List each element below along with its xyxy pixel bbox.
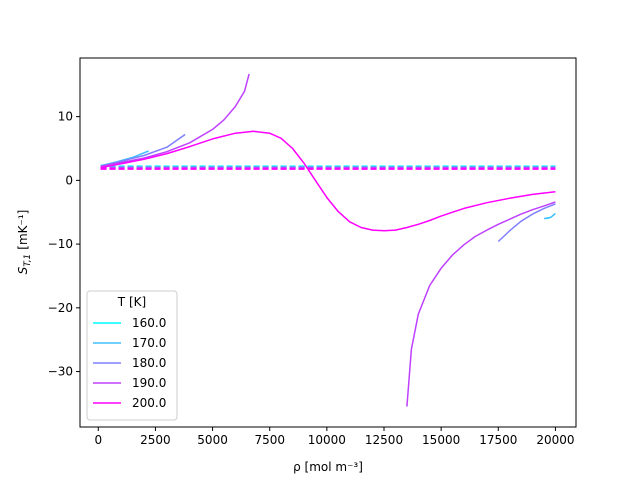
plot-frame [79,57,577,428]
legend-entry-200.0: 200.0 [93,396,166,410]
y-tick-label: 10 [58,110,73,124]
x-tick-label: 20000 [536,433,574,447]
solid-line-180.0-1 [100,133,186,168]
x-tick-label: 7500 [254,433,285,447]
x-axis-label: ρ [mol m⁻³] [293,460,363,474]
legend-entry-160.0: 160.0 [93,316,166,330]
x-tick-label: 15000 [422,433,460,447]
x-axis-ticks: 0 2500 5000 7500 10000 12500 15000 17500 20000 [94,427,575,447]
y-tick-label: 0 [65,173,73,187]
legend-label: 200.0 [132,396,166,410]
legend-entry-170.0: 170.0 [93,336,166,350]
solid-line-180.0-2 [497,203,556,243]
legend-label: 170.0 [132,336,166,350]
solid-line-190.0-2 [406,201,556,407]
legend-entries: 160.0 170.0 180.0 190.0 200.0 [93,316,166,410]
legend-label: 180.0 [132,356,166,370]
y-tick-label: −10 [48,237,73,251]
legend-label: 160.0 [132,316,166,330]
series-layer [100,73,556,407]
x-tick-label: 17500 [479,433,517,447]
x-tick-label: 0 [94,433,102,447]
y-axis-label-unit: [mK⁻¹] [16,210,30,250]
legend-label: 190.0 [132,376,166,390]
solid-line-190.0-1 [100,73,250,168]
y-tick-label: −20 [48,301,73,315]
y-axis-label-symbol: S [16,266,30,274]
y-tick-label: −30 [48,365,73,379]
series-200.0 [100,130,556,232]
x-tick-label: 5000 [197,433,228,447]
series-170.0 [100,150,556,220]
solid-line-200.0-1 [100,130,556,232]
y-axis-ticks: −30 −20 −10 0 10 [48,110,80,379]
legend-entry-190.0: 190.0 [93,376,166,390]
legend-entry-180.0: 180.0 [93,356,166,370]
y-axis-label-subscript: T,1 [23,254,33,267]
x-tick-label: 2500 [140,433,171,447]
y-axis-label: ST,1 [mK⁻¹] [16,210,33,275]
solid-line-170.0-2 [543,212,556,220]
legend-title: T [K] [117,295,146,309]
x-tick-label: 12500 [365,433,403,447]
legend: T [K] 160.0 170.0 180.0 190.0 200.0 [86,290,178,421]
x-tick-label: 10000 [308,433,346,447]
